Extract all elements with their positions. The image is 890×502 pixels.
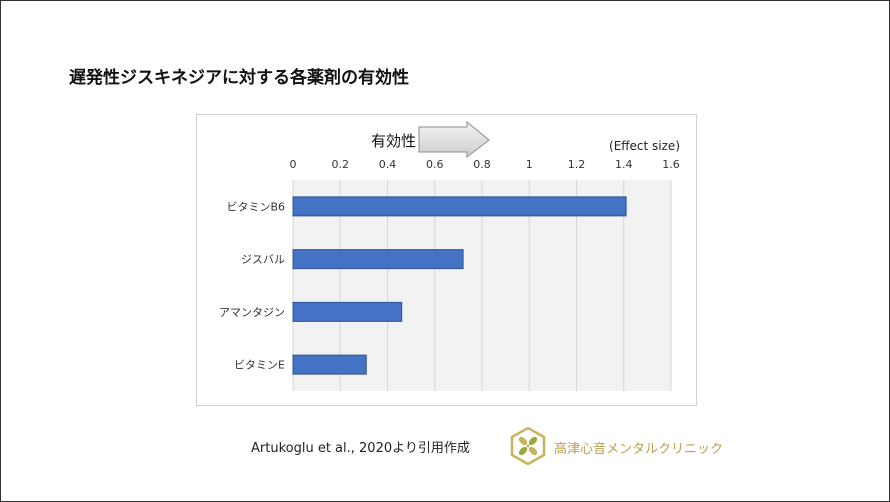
x-tick-label: 0.8 <box>473 158 491 171</box>
x-axis-title: (Effect size) <box>609 139 680 153</box>
category-label: ビタミンE <box>234 359 285 372</box>
right-arrow-icon <box>418 120 490 159</box>
bar <box>292 249 464 270</box>
bar <box>292 354 367 375</box>
x-tick-label: 1.2 <box>568 158 586 171</box>
slide-title: 遅発性ジスキネジアに対する各薬剤の有効性 <box>69 68 409 88</box>
bar-chart: 0 0.2 0.4 0.6 0.8 1 1.2 1.4 1.6 ビタミンB6 ジスバルアマンタジン… <box>219 120 680 391</box>
x-tick-label: 1.6 <box>662 158 680 171</box>
x-tick-label: 0.6 <box>426 158 444 171</box>
x-tick-label: 0.2 <box>332 158 350 171</box>
category-label: ジスバル <box>241 253 285 266</box>
category-label: ビタミンB6 <box>226 200 285 213</box>
x-tick-label: 1 <box>526 158 533 171</box>
bar <box>292 196 627 217</box>
clinic-name: 高津心音メンタルクリニック <box>554 442 724 457</box>
x-tick-label: 1.4 <box>615 158 633 171</box>
x-tick-label: 0.4 <box>379 158 397 171</box>
x-tick-label: 0 <box>290 158 297 171</box>
arrow-label: 有効性 <box>371 132 416 150</box>
clinic-logo-icon <box>510 427 546 465</box>
citation: Artukoglu et al., 2020より引用作成 <box>251 441 470 456</box>
chart-frame: 0 0.2 0.4 0.6 0.8 1 1.2 1.4 1.6 ビタミンB6 ジスバルアマンタジン… <box>196 114 697 406</box>
category-label: アマンタジン <box>219 306 285 319</box>
bar <box>292 301 403 322</box>
